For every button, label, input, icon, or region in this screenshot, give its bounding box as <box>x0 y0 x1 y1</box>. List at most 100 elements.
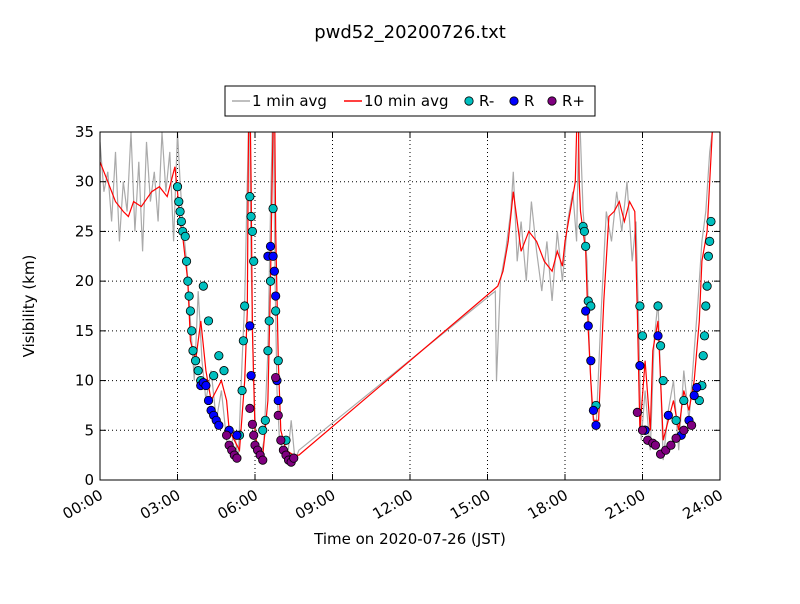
data-point <box>258 455 268 465</box>
series-line <box>100 132 713 463</box>
data-point <box>671 433 681 443</box>
data-point <box>679 395 689 406</box>
data-point <box>247 419 258 429</box>
data-point <box>591 420 601 430</box>
data-point <box>689 390 699 401</box>
data-point <box>240 301 250 311</box>
x-axis-label: Time on 2020-07-26 (JST) <box>313 530 506 548</box>
legend-label: R+ <box>562 92 585 110</box>
data-point <box>203 316 214 326</box>
plot-area <box>100 132 716 467</box>
data-point <box>586 356 596 366</box>
data-point <box>653 301 663 311</box>
data-point <box>246 211 256 222</box>
data-point <box>198 281 208 291</box>
data-point <box>201 380 211 391</box>
data-point <box>273 356 283 366</box>
data-point <box>703 251 713 261</box>
data-point <box>699 331 710 341</box>
data-point <box>268 203 278 214</box>
data-point <box>265 276 276 286</box>
chart-title: pwd52_20200726.txt <box>314 22 506 43</box>
data-point <box>679 425 689 435</box>
data-point <box>698 351 708 361</box>
data-point <box>258 425 268 435</box>
data-point <box>632 407 642 417</box>
y-tick-label: 30 <box>75 173 94 191</box>
data-point <box>271 372 281 383</box>
data-point <box>184 291 194 301</box>
data-point <box>263 346 273 356</box>
y-tick-label: 0 <box>84 471 94 489</box>
data-point <box>193 366 203 376</box>
data-point <box>637 425 648 435</box>
data-point <box>175 206 185 217</box>
data-point <box>701 301 711 311</box>
data-point <box>289 453 299 463</box>
data-point <box>637 331 648 341</box>
data-point <box>671 415 681 425</box>
data-point <box>650 440 661 450</box>
data-point <box>180 231 190 241</box>
y-tick-label: 35 <box>75 123 94 141</box>
data-point <box>260 415 270 425</box>
data-point <box>581 241 591 251</box>
data-point <box>271 291 281 301</box>
data-point <box>232 453 242 463</box>
data-point <box>273 410 283 420</box>
data-point <box>190 356 201 366</box>
y-axis-label: Visibility (km) <box>20 255 38 358</box>
data-point <box>579 226 589 237</box>
data-point <box>271 306 281 316</box>
data-point <box>666 440 676 450</box>
data-point <box>588 405 599 415</box>
data-point <box>245 321 255 331</box>
data-point <box>232 430 242 440</box>
data-point <box>273 395 283 406</box>
data-point <box>187 326 197 336</box>
data-point <box>663 410 673 420</box>
data-point <box>581 306 591 316</box>
data-point <box>247 226 258 237</box>
data-point <box>172 182 183 192</box>
data-point <box>209 370 219 381</box>
data-point <box>276 435 286 445</box>
data-point <box>686 420 697 430</box>
y-tick-label: 25 <box>75 222 94 240</box>
legend-box <box>224 85 596 117</box>
data-point <box>265 241 276 251</box>
data-point <box>237 385 247 396</box>
y-tick-label: 20 <box>75 272 94 290</box>
data-point <box>583 321 593 331</box>
data-point <box>264 316 274 326</box>
data-point <box>249 430 259 440</box>
y-tick-label: 10 <box>75 372 94 390</box>
data-point <box>246 370 256 381</box>
data-point <box>655 341 666 351</box>
y-tick-label: 5 <box>84 421 94 439</box>
y-tick-label: 15 <box>75 322 94 340</box>
data-point <box>653 331 663 341</box>
data-point <box>692 382 702 393</box>
legend-swatch <box>509 96 519 106</box>
legend-swatch <box>464 96 474 106</box>
data-point <box>214 420 224 430</box>
data-point <box>183 276 193 286</box>
data-point <box>269 266 279 276</box>
data-point <box>214 351 224 361</box>
data-point <box>706 216 716 227</box>
data-point <box>658 375 668 386</box>
legend-label: R- <box>479 92 494 110</box>
data-point <box>635 361 645 371</box>
data-point <box>268 251 278 261</box>
legend-swatch <box>547 96 557 106</box>
legend-label: 1 min avg <box>252 92 327 110</box>
data-point <box>219 366 229 376</box>
data-point <box>245 192 255 202</box>
data-point <box>221 430 232 440</box>
legend: 1 min avg 10 min avg R- R R+ <box>232 92 585 110</box>
legend-label: R <box>524 92 534 110</box>
legend-label: 10 min avg <box>364 92 449 110</box>
data-point <box>702 281 712 291</box>
